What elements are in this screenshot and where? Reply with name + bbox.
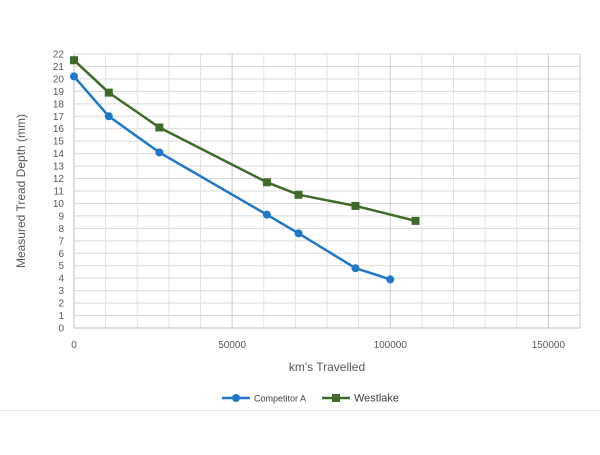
y-tick-label: 1 [58,311,64,322]
x-tick-label: 0 [71,340,77,351]
y-tick-label: 20 [53,74,65,85]
y-axis-label: Measured Tread Depth (mm) [14,114,28,268]
legend-swatch-marker [232,394,240,402]
data-point [262,178,271,187]
y-tick-label: 16 [53,124,65,135]
data-point [70,72,78,81]
footer-divider [0,410,600,411]
data-point [155,123,164,132]
legend-label: Westlake [354,393,399,405]
y-tick-label: 7 [58,236,64,247]
y-tick-label: 14 [53,149,65,160]
legend: Competitor A Westlake [222,393,399,405]
y-tick-label: 6 [58,249,64,260]
y-tick-label: 21 [53,62,65,73]
x-tick-label: 150000 [532,340,566,351]
y-tick-label: 9 [58,211,64,222]
y-tick-label: 2 [58,299,64,310]
y-tick-label: 18 [53,99,65,110]
y-tick-label: 5 [58,261,64,272]
data-point [104,88,113,97]
y-tick-label: 0 [58,324,64,335]
y-tick-label: 15 [53,137,65,148]
series-group [70,56,420,284]
data-point [70,56,78,65]
data-point [351,201,360,210]
y-tick-label: 17 [53,112,65,123]
series-line [73,59,416,223]
grid [74,53,581,328]
y-tick-label: 22 [53,50,65,61]
data-point [262,210,271,219]
data-point [386,275,395,284]
y-tick-label: 3 [58,286,64,297]
y-tick-label: 4 [58,274,64,285]
data-point [104,112,113,121]
y-tick-label: 8 [58,224,64,235]
y-tick-label: 12 [53,174,65,185]
legend-label: Competitor A [254,394,306,404]
y-tick-label: 10 [53,199,65,210]
data-point [351,264,360,273]
data-point [294,229,303,238]
x-tick-label: 50000 [218,340,246,351]
data-point [155,148,164,157]
y-tick-label: 19 [53,87,65,98]
x-axis-label: km's Travelled [289,360,365,374]
y-tick-label: 13 [53,162,65,173]
data-point [411,216,420,225]
legend-swatch-marker [332,394,340,402]
x-tick-label: 100000 [374,340,408,351]
data-point [294,190,303,199]
y-tick-label: 11 [54,187,65,198]
